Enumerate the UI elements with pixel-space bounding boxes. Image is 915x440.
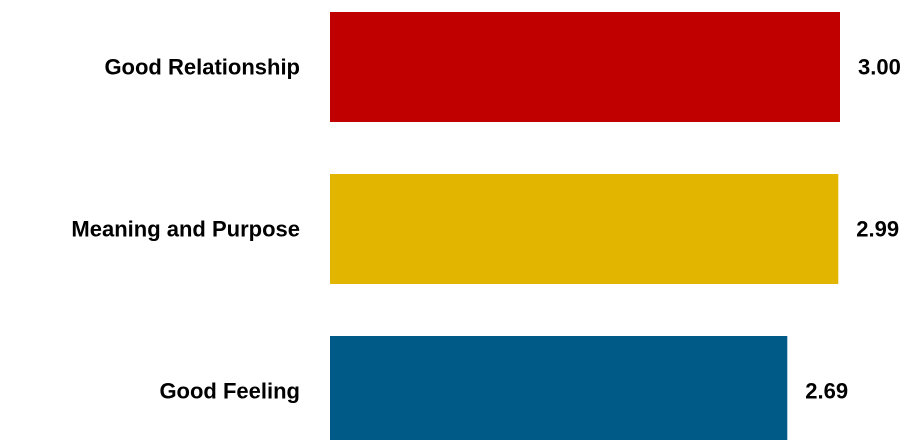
value-labels: 3.00 2.99 2.69 <box>805 55 901 404</box>
bar-good-feeling <box>330 336 788 440</box>
category-label-good-relationship: Good Relationship <box>104 55 300 80</box>
bars-group <box>330 12 840 440</box>
category-labels: Good Relationship Meaning and Purpose Good… <box>71 55 300 404</box>
value-label-good-relationship: 3.00 <box>858 55 901 80</box>
bar-good-relationship <box>330 12 840 122</box>
category-label-good-feeling: Good Feeling <box>159 379 300 404</box>
value-label-meaning-and-purpose: 2.99 <box>856 217 899 242</box>
value-label-good-feeling: 2.69 <box>805 379 848 404</box>
bar-meaning-and-purpose <box>330 174 839 284</box>
category-label-meaning-and-purpose: Meaning and Purpose <box>71 217 300 242</box>
